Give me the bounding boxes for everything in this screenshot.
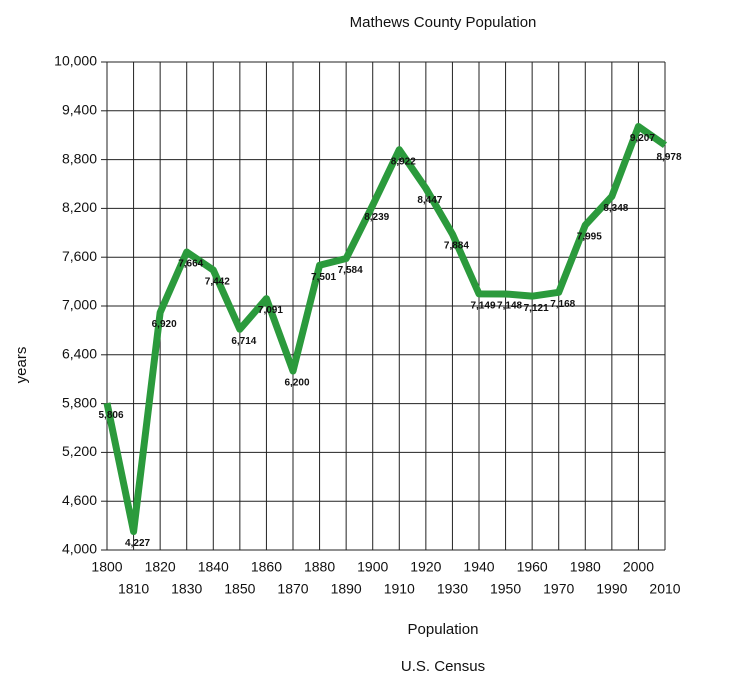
- y-tick-label: 8,200: [62, 199, 97, 215]
- chart-title: Mathews County Population: [350, 14, 537, 31]
- x-tick-label: 1840: [198, 559, 229, 575]
- y-tick-label: 4,600: [62, 492, 97, 508]
- data-label: 9,207: [630, 133, 655, 144]
- y-tick-label: 10,000: [54, 53, 97, 69]
- x-tick-label: 1970: [543, 581, 574, 597]
- x-tick-label: 1950: [490, 581, 521, 597]
- y-tick-label: 6,400: [62, 346, 97, 362]
- data-label: 7,168: [550, 299, 575, 310]
- x-tick-label: 1890: [331, 581, 362, 597]
- y-tick-label: 5,200: [62, 443, 97, 459]
- x-tick-label: 1920: [410, 559, 441, 575]
- x-tick-label: 1900: [357, 559, 388, 575]
- x-tick-label: 2000: [623, 559, 654, 575]
- data-label: 7,664: [178, 259, 203, 270]
- data-label: 8,348: [603, 203, 628, 214]
- data-label: 7,149: [470, 301, 495, 312]
- data-label: 6,200: [284, 378, 309, 389]
- y-tick-label: 7,000: [62, 297, 97, 313]
- y-axis-title: years: [13, 347, 30, 384]
- x-tick-label: 1940: [463, 559, 494, 575]
- x-tick-label: 1980: [570, 559, 601, 575]
- x-tick-label: 1850: [224, 581, 255, 597]
- data-label: 7,995: [577, 232, 602, 243]
- x-tick-label: 1910: [384, 581, 415, 597]
- data-label: 7,501: [311, 272, 336, 283]
- y-tick-label: 9,400: [62, 102, 97, 118]
- data-label: 6,920: [152, 319, 177, 330]
- x-tick-label: 1870: [277, 581, 308, 597]
- data-label: 5,806: [98, 410, 123, 421]
- subtitle: U.S. Census: [401, 658, 485, 675]
- y-tick-label: 7,600: [62, 248, 97, 264]
- data-line: [103, 122, 668, 536]
- x-tick-label: 1960: [517, 559, 548, 575]
- data-label: 8,978: [656, 152, 681, 163]
- data-label: 6,714: [231, 336, 256, 347]
- x-tick-label: 1820: [145, 559, 176, 575]
- data-label: 7,884: [444, 241, 469, 252]
- y-tick-label: 5,800: [62, 394, 97, 410]
- x-tick-label: 2010: [649, 581, 680, 597]
- data-label: 7,091: [258, 305, 283, 316]
- data-label: 7,584: [338, 265, 363, 276]
- x-tick-label: 1830: [171, 581, 202, 597]
- x-axis-title: Population: [408, 621, 479, 638]
- x-tick-label: 1880: [304, 559, 335, 575]
- x-tick-label: 1800: [91, 559, 122, 575]
- y-tick-label: 4,000: [62, 541, 97, 557]
- data-label: 7,442: [205, 277, 230, 288]
- x-tick-label: 1930: [437, 581, 468, 597]
- data-label: 7,121: [524, 303, 549, 314]
- y-tick-label: 8,800: [62, 150, 97, 166]
- data-label: 7,148: [497, 301, 522, 312]
- data-label: 4,227: [125, 538, 150, 549]
- x-tick-label: 1990: [596, 581, 627, 597]
- data-label: 8,922: [391, 156, 416, 167]
- data-label: 8,239: [364, 212, 389, 223]
- x-tick-label: 1810: [118, 581, 149, 597]
- data-label: 8,447: [417, 195, 442, 206]
- x-tick-label: 1860: [251, 559, 282, 575]
